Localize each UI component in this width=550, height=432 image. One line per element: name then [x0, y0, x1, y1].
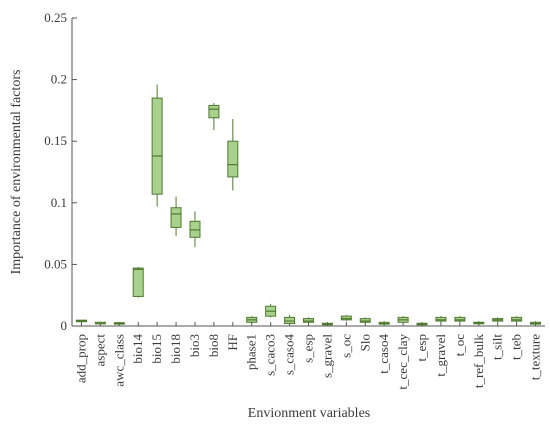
iqr-box — [435, 316, 447, 322]
x-tick-label: aspect — [92, 334, 107, 367]
y-tick-label: 0.1 — [51, 195, 67, 210]
x-tick-label: t_caso4 — [376, 334, 391, 374]
box-bio14 — [132, 266, 144, 298]
box-t_esp — [416, 322, 428, 326]
y-ticks: 0 0.05 0.1 0.15 0.2 0.25 — [44, 10, 77, 333]
box-s_gravel — [321, 322, 333, 326]
box-Slo — [359, 317, 371, 324]
box-s_caco3 — [265, 303, 277, 318]
box-t_oc — [454, 316, 466, 323]
box-aspect — [94, 321, 106, 325]
x-tick-label: bio3 — [187, 334, 202, 357]
iqr-box — [511, 316, 523, 322]
x-tick-label: s_esp — [301, 334, 316, 363]
x-tick-label: t_silt — [490, 334, 505, 360]
x-tick-label: HF — [225, 334, 240, 351]
y-axis: 0 0.05 0.1 0.15 0.2 0.25 — [44, 10, 77, 333]
x-axis: add_prop aspect awc_class bio14 bio15 bio18 bi… — [72, 322, 545, 390]
box-t_caso4 — [378, 321, 390, 325]
box-bio18 — [170, 196, 182, 237]
iqr-box — [359, 318, 371, 323]
iqr-box — [151, 97, 163, 195]
iqr-box — [303, 318, 314, 323]
box-t_cec_clay — [397, 316, 409, 324]
x-tick-label: t_gravel — [433, 334, 448, 377]
x-tick-label: t_cec_clay — [395, 334, 410, 390]
x-ticks: add_prop aspect awc_class bio14 bio15 bio18 bi… — [73, 322, 543, 390]
box-bio3 — [189, 211, 201, 248]
box-s_caso4 — [284, 314, 296, 325]
iqr-box — [454, 316, 466, 322]
x-tick-label: add_prop — [73, 334, 88, 383]
y-tick-label: 0.2 — [51, 72, 67, 87]
y-tick-label: 0.05 — [44, 256, 67, 271]
box-bio15 — [151, 84, 163, 207]
x-tick-label: s_oc — [338, 334, 353, 358]
box-t_teb — [511, 316, 523, 323]
iqr-box — [284, 316, 296, 325]
x-tick-label: bio18 — [168, 334, 183, 364]
x-tick-label: s_caso4 — [282, 334, 297, 376]
iqr-box — [132, 267, 144, 297]
x-tick-label: phase1 — [244, 334, 259, 370]
iqr-box — [208, 104, 220, 119]
x-tick-label: bio8 — [206, 334, 221, 357]
iqr-box — [227, 140, 239, 178]
x-tick-label: t_oc — [452, 334, 467, 357]
x-tick-label: Slo — [357, 334, 372, 351]
y-axis-title: Importance of environmental factors — [9, 70, 24, 275]
box-s_esp — [303, 317, 314, 324]
iqr-box — [170, 207, 182, 228]
x-tick-label: bio14 — [130, 334, 145, 364]
box-t_ref_bulk — [473, 321, 485, 325]
x-tick-label: bio15 — [149, 334, 164, 364]
x-tick-label: t_teb — [509, 334, 524, 360]
x-tick-label: awc_class — [111, 334, 126, 387]
box-bio8 — [208, 103, 220, 131]
y-tick-label: 0 — [61, 318, 68, 333]
x-tick-label: t_esp — [414, 334, 429, 361]
x-tick-label: t_ref_bulk — [471, 334, 486, 389]
x-tick-label: t_texture — [528, 334, 543, 380]
y-tick-label: 0.15 — [44, 133, 67, 148]
box-phase1 — [246, 316, 258, 324]
x-axis-title: Envionment variables — [248, 406, 370, 421]
box-awc_class — [113, 322, 125, 325]
iqr-box — [189, 220, 201, 238]
x-tick-label: s_caco3 — [263, 334, 278, 376]
y-tick-label: 0.25 — [44, 10, 67, 25]
box-t_silt — [492, 317, 504, 323]
x-tick-label: s_gravel — [319, 334, 334, 378]
box-t_texture — [530, 321, 542, 325]
box-s_oc — [340, 314, 352, 322]
boxes — [75, 84, 542, 326]
iqr-box — [340, 315, 352, 321]
box-t_gravel — [435, 316, 447, 323]
box-HF — [227, 119, 239, 191]
box-add_prop — [75, 319, 87, 323]
